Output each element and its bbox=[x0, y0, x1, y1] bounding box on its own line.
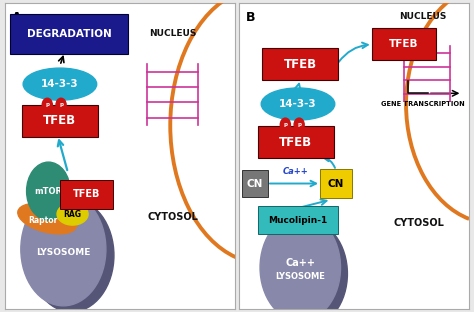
Text: LYSOSOME: LYSOSOME bbox=[275, 272, 325, 281]
Circle shape bbox=[260, 214, 340, 312]
Text: NUCLEUS: NUCLEUS bbox=[149, 29, 196, 38]
Text: CN: CN bbox=[247, 178, 263, 188]
FancyBboxPatch shape bbox=[262, 48, 338, 80]
Circle shape bbox=[56, 98, 66, 112]
Text: Mucolipin-1: Mucolipin-1 bbox=[268, 216, 328, 225]
Text: TFEB: TFEB bbox=[389, 39, 419, 49]
Circle shape bbox=[280, 118, 291, 132]
Ellipse shape bbox=[18, 203, 77, 234]
FancyBboxPatch shape bbox=[10, 14, 128, 54]
Ellipse shape bbox=[57, 203, 88, 225]
FancyBboxPatch shape bbox=[60, 180, 113, 209]
Text: A: A bbox=[12, 11, 21, 24]
Text: CN: CN bbox=[328, 178, 344, 188]
Circle shape bbox=[29, 199, 114, 312]
FancyBboxPatch shape bbox=[258, 126, 334, 158]
Circle shape bbox=[42, 98, 52, 112]
Text: CYTOSOL: CYTOSOL bbox=[393, 218, 444, 228]
Text: p: p bbox=[283, 122, 287, 127]
FancyBboxPatch shape bbox=[22, 105, 98, 137]
Text: LYSOSOME: LYSOSOME bbox=[36, 248, 91, 257]
Ellipse shape bbox=[23, 68, 97, 100]
FancyBboxPatch shape bbox=[242, 170, 268, 197]
Text: GENE TRANSCRIPTION: GENE TRANSCRIPTION bbox=[382, 101, 465, 107]
Circle shape bbox=[294, 118, 304, 132]
Text: 14-3-3: 14-3-3 bbox=[279, 99, 317, 109]
Circle shape bbox=[267, 220, 347, 312]
Text: Raptor: Raptor bbox=[28, 216, 57, 225]
Text: Ca++: Ca++ bbox=[285, 258, 315, 268]
Text: TFEB: TFEB bbox=[279, 136, 312, 149]
Text: NUCLEUS: NUCLEUS bbox=[400, 12, 447, 22]
Text: TFEB: TFEB bbox=[284, 58, 317, 71]
Text: p: p bbox=[46, 102, 49, 107]
Ellipse shape bbox=[261, 88, 335, 120]
Text: DEGRADATION: DEGRADATION bbox=[27, 29, 111, 39]
FancyBboxPatch shape bbox=[320, 169, 352, 198]
Text: B: B bbox=[246, 11, 256, 24]
Text: TFEB: TFEB bbox=[43, 114, 76, 127]
Text: Ca++: Ca++ bbox=[283, 167, 309, 176]
Text: 14-3-3: 14-3-3 bbox=[41, 79, 79, 89]
Circle shape bbox=[27, 162, 70, 220]
Text: TFEB: TFEB bbox=[73, 189, 100, 199]
Text: p: p bbox=[59, 102, 63, 107]
Text: RAG: RAG bbox=[64, 210, 82, 219]
FancyBboxPatch shape bbox=[258, 207, 338, 234]
Circle shape bbox=[21, 193, 106, 306]
Text: mTOR: mTOR bbox=[35, 187, 63, 196]
Text: p: p bbox=[297, 122, 301, 127]
Text: CYTOSOL: CYTOSOL bbox=[147, 212, 198, 222]
FancyBboxPatch shape bbox=[372, 28, 436, 61]
